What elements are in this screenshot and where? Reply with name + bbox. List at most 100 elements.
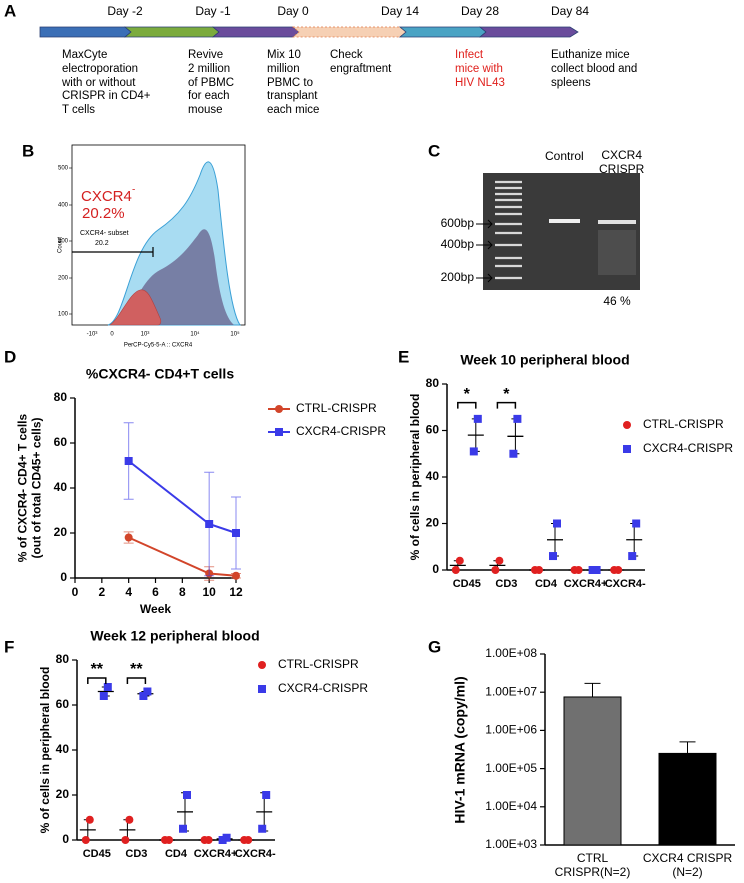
data-point: [99, 692, 108, 700]
x-tick-label: 0: [72, 585, 79, 599]
data-point: [161, 836, 169, 844]
gel-lane-label: Control: [545, 149, 584, 163]
x-tick-label: 2: [98, 585, 105, 599]
data-point: [124, 533, 133, 542]
significance-label: **: [130, 661, 143, 678]
data-point: [240, 836, 249, 844]
ladder: [495, 180, 522, 280]
chart: [540, 653, 735, 846]
data-point: [491, 566, 500, 574]
data-point: [205, 520, 214, 528]
chart-title: Week 12 peripheral blood: [90, 628, 259, 644]
flow-percent: 20.2%: [82, 205, 125, 222]
timeline-day: Day -1: [195, 4, 231, 18]
data-point: [124, 457, 133, 465]
data-point: [258, 824, 267, 833]
panel-letter: F: [4, 637, 14, 656]
data-point: [531, 566, 539, 574]
data-point: [232, 571, 240, 580]
legend-label: CTRL-CRISPR: [278, 657, 359, 671]
legend-label: CXCR4-CRISPR: [643, 441, 733, 455]
data-point: [183, 791, 191, 799]
y-tick-label: 0: [62, 832, 69, 846]
data-point: [139, 692, 148, 700]
x-tick-label: CXCR4+: [194, 848, 238, 860]
panel-letter: G: [428, 637, 441, 656]
chart: [72, 659, 275, 844]
flow-y-label: Count: [58, 237, 64, 253]
data-point: [610, 566, 619, 574]
significance-label: *: [503, 386, 510, 403]
data-point: [588, 566, 597, 574]
flow-y-tick-label: 500: [58, 166, 69, 172]
gel-marker: 200bp: [441, 270, 475, 284]
x-tick-label: 6: [152, 585, 159, 599]
data-point: [632, 519, 641, 528]
timeline-step: Mix 10 million PBMC to transplant each m…: [267, 49, 320, 117]
flow-x-tick-label: 0: [110, 332, 114, 338]
gel-marker: 400bp: [441, 237, 475, 251]
data-point: [258, 661, 266, 669]
flow-annotation: CXCR4: [81, 188, 132, 205]
panel-letter: B: [22, 141, 34, 160]
data-point: [262, 791, 271, 799]
timeline-day: Day 28: [461, 4, 499, 18]
data-point: [232, 529, 240, 537]
data-point: [570, 566, 579, 574]
significance-bracket: [457, 401, 477, 409]
panel-letter: A: [4, 1, 16, 20]
data-point: [275, 428, 283, 436]
data-point: [200, 836, 209, 844]
x-tick-label: CXCR4-: [235, 848, 276, 860]
y-axis-label: % of CXCR4- CD4+ T cells (out of total C…: [15, 413, 44, 563]
x-tick-label: CD45: [83, 848, 111, 860]
data-point: [549, 552, 557, 561]
x-tick-label: CD45: [453, 578, 481, 590]
y-tick-label: 1.00E+04: [485, 799, 537, 813]
x-tick-label: CTRL CRISPR(N=2): [554, 851, 631, 880]
x-tick-label: CXCR4+: [564, 578, 608, 590]
flow-histogram-control: [109, 289, 162, 326]
chart-title: Week 10 peripheral blood: [460, 352, 629, 368]
timeline-segment: [291, 26, 407, 38]
significance-label: *: [464, 386, 471, 403]
timeline-day: Day 84: [551, 4, 589, 18]
x-tick-label: 12: [229, 585, 243, 599]
flow-x-tick-label: -10³: [87, 332, 98, 338]
y-tick-label: 80: [56, 652, 70, 666]
flow-x-tick-label: 10⁴: [190, 331, 200, 338]
data-point: [258, 685, 266, 693]
data-point: [553, 519, 561, 528]
y-tick-label: 0: [60, 570, 67, 584]
timeline-day: Day 14: [381, 4, 419, 18]
chart: [70, 397, 290, 583]
data-point: [143, 687, 152, 696]
crispr-smear: [598, 230, 636, 275]
gate-value: 20.2: [95, 240, 109, 247]
x-tick-label: CD4: [535, 578, 558, 590]
flow-y-tick-label: 300: [58, 239, 69, 245]
y-tick-label: 40: [426, 469, 440, 483]
legend-label: CTRL-CRISPR: [643, 417, 724, 431]
chart: [442, 383, 645, 574]
legend-label: CTRL-CRISPR: [296, 401, 377, 415]
x-tick-label: 10: [202, 585, 216, 599]
gate-label: CXCR4- subset: [80, 230, 129, 237]
flow-y-tick-label: 200: [58, 276, 69, 282]
y-tick-label: 60: [54, 435, 68, 449]
x-tick-label: CD3: [495, 578, 517, 590]
significance-label: **: [91, 661, 104, 678]
error-bar: [584, 682, 601, 697]
data-point: [628, 552, 637, 561]
timeline-step: Check engraftment: [330, 49, 392, 75]
flow-x-tick-label: 10⁵: [230, 331, 240, 338]
y-tick-label: 1.00E+08: [485, 646, 537, 660]
data-point: [85, 815, 94, 824]
y-tick-label: 40: [56, 742, 70, 756]
timeline-day: Day 0: [277, 4, 309, 18]
panel-letter: D: [4, 347, 16, 366]
significance-bracket: [126, 677, 147, 684]
x-tick-label: CXCR4 CRISPR (N=2): [642, 851, 733, 880]
